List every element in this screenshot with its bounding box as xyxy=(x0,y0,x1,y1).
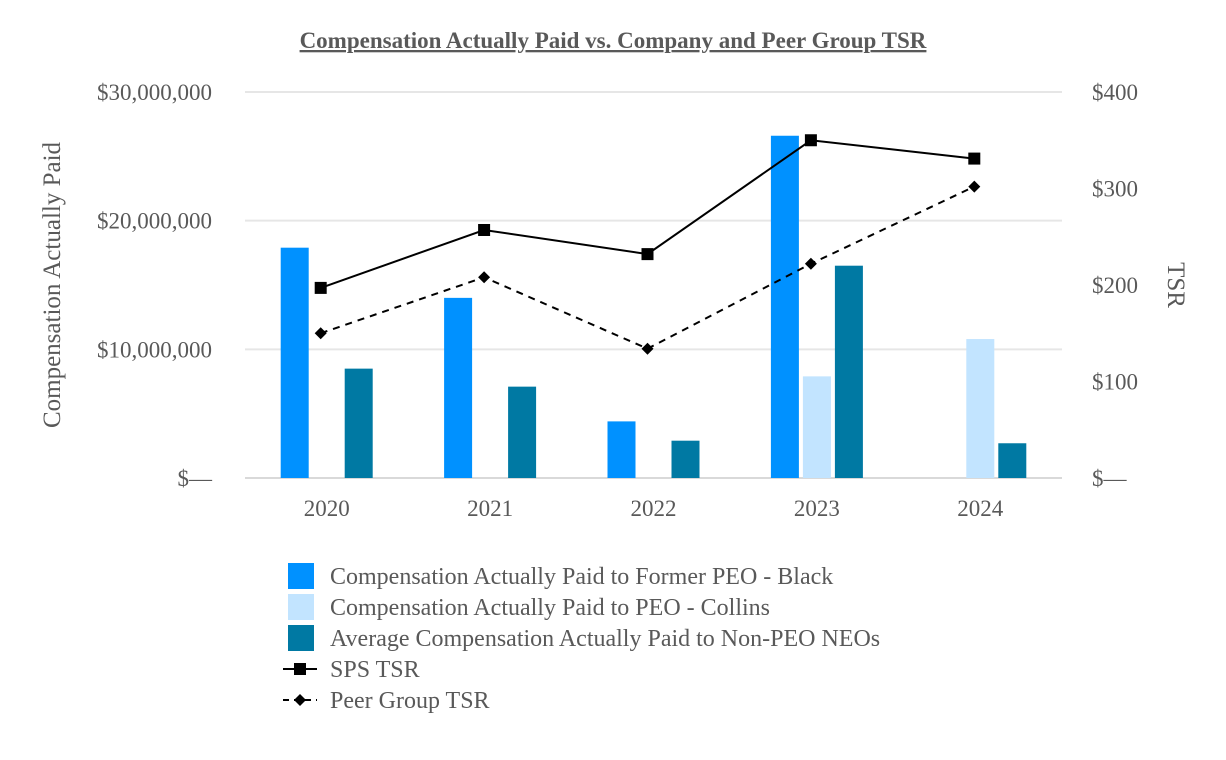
y-axis-left-ticks: $— $10,000,000 $20,000,000 $30,000,000 xyxy=(97,80,213,491)
y2-tick-label: $300 xyxy=(1092,177,1138,202)
legend-swatch xyxy=(283,663,317,675)
bar xyxy=(671,440,700,478)
y2-tick-label: $— xyxy=(1092,466,1128,491)
legend-swatch xyxy=(283,694,317,706)
x-axis-ticks: 2020 2021 2022 2023 2024 xyxy=(304,496,1004,521)
bar xyxy=(280,247,309,478)
gridlines xyxy=(245,91,1062,479)
x-tick-label: 2023 xyxy=(794,496,840,521)
bar xyxy=(770,135,799,478)
point-marker xyxy=(314,327,327,340)
y-tick-label: $20,000,000 xyxy=(97,209,212,234)
bar xyxy=(966,339,995,478)
y-axis-title: Compensation Actually Paid xyxy=(39,141,66,428)
chart-title: Compensation Actually Paid vs. Company a… xyxy=(300,28,927,53)
point-marker xyxy=(641,342,654,355)
point-marker xyxy=(968,180,981,193)
point-marker xyxy=(641,248,654,261)
x-tick-label: 2022 xyxy=(631,496,677,521)
legend-label: SPS TSR xyxy=(330,657,420,683)
bar xyxy=(607,421,636,478)
legend-swatch xyxy=(288,594,314,620)
point-marker xyxy=(804,257,817,270)
point-marker xyxy=(804,134,817,147)
legend-swatch xyxy=(288,625,314,651)
y-tick-label: $30,000,000 xyxy=(97,80,212,105)
tsr-lines xyxy=(314,134,981,355)
series-line xyxy=(320,185,975,350)
y2-tick-label: $400 xyxy=(1092,80,1138,105)
bar xyxy=(802,376,831,478)
bar xyxy=(508,386,537,478)
legend-swatch xyxy=(288,563,314,589)
point-marker xyxy=(478,271,491,284)
bar xyxy=(834,265,863,478)
point-marker xyxy=(968,152,981,165)
legend-label: Compensation Actually Paid to Former PEO… xyxy=(330,564,833,590)
legend-label: Compensation Actually Paid to PEO - Coll… xyxy=(330,595,770,621)
y-tick-label: $— xyxy=(178,466,214,491)
y2-axis-title: TSR xyxy=(1162,262,1189,308)
point-marker xyxy=(314,281,327,294)
bar xyxy=(344,368,373,478)
y2-tick-label: $100 xyxy=(1092,370,1138,395)
y-axis-right-ticks: $— $100 $200 $300 $400 xyxy=(1092,80,1138,491)
y2-tick-label: $200 xyxy=(1092,273,1138,298)
legend: Compensation Actually Paid to Former PEO… xyxy=(283,563,880,714)
x-tick-label: 2021 xyxy=(467,496,513,521)
x-tick-label: 2024 xyxy=(957,496,1004,521)
legend-label: Peer Group TSR xyxy=(330,688,490,714)
bars xyxy=(280,135,1027,478)
point-marker xyxy=(478,223,491,236)
bar xyxy=(998,443,1027,478)
bar xyxy=(444,297,473,478)
legend-label: Average Compensation Actually Paid to No… xyxy=(330,626,880,652)
y-tick-label: $10,000,000 xyxy=(97,337,212,362)
series-line xyxy=(320,139,975,289)
x-tick-label: 2020 xyxy=(304,496,350,521)
